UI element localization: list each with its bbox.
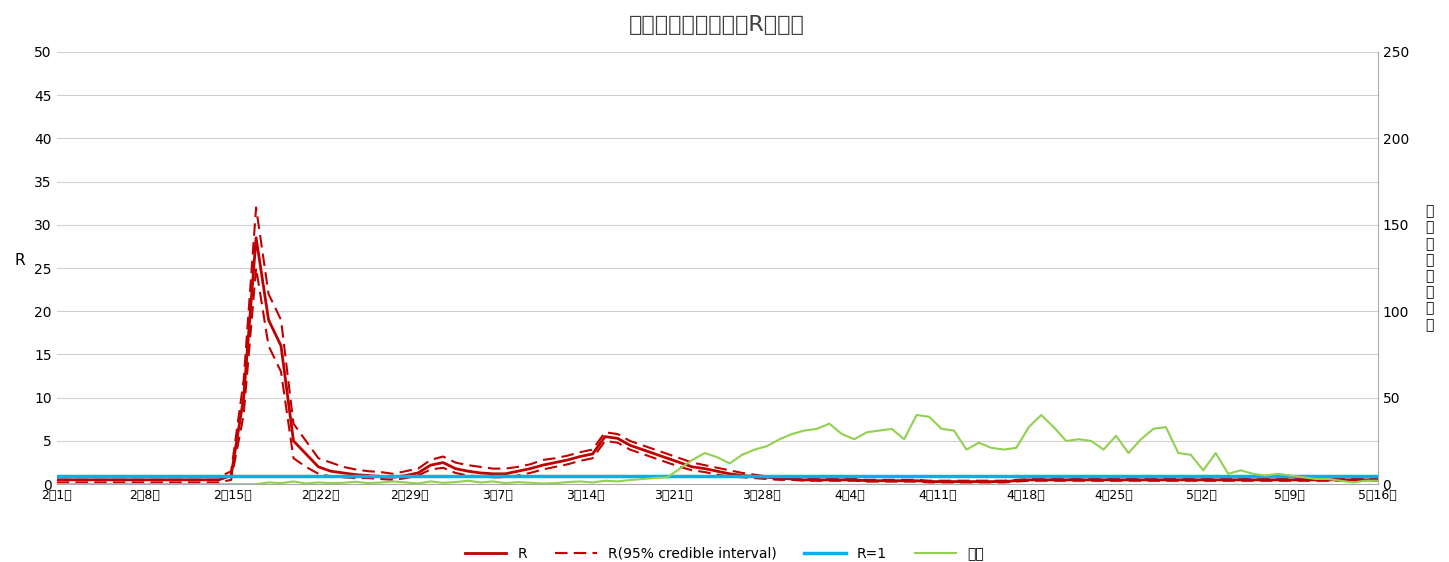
Y-axis label: R: R — [14, 253, 26, 268]
日別 — [1232, 467, 1249, 474]
Line: R: R — [57, 238, 1378, 482]
日別 — [1369, 477, 1387, 484]
R — [1132, 477, 1149, 483]
R=1 — [48, 472, 65, 479]
R(95% credible interval) — [1007, 477, 1024, 483]
R — [459, 468, 477, 474]
R(95% credible interval) — [1132, 475, 1149, 482]
日別 — [446, 479, 464, 486]
R(95% credible interval) — [1307, 475, 1324, 482]
R — [1007, 477, 1024, 484]
Title: 東京の実効再生産数Rの推移: 東京の実効再生産数Rの推移 — [629, 15, 806, 35]
日別 — [995, 446, 1013, 453]
Legend: R, R(95% credible interval), R=1, 日別: R, R(95% credible interval), R=1, 日別 — [459, 541, 990, 562]
Y-axis label: 日
ご
と
の
感
染
者
数: 日 ご と の 感 染 者 数 — [1426, 205, 1435, 332]
R(95% credible interval) — [920, 477, 938, 484]
日別 — [1058, 438, 1075, 445]
日別 — [909, 411, 926, 418]
R(95% credible interval) — [48, 474, 65, 481]
R — [1307, 477, 1324, 483]
R(95% credible interval) — [459, 462, 477, 469]
R(95% credible interval) — [1245, 475, 1262, 482]
Line: R(95% credible interval): R(95% credible interval) — [57, 207, 1378, 481]
R — [1369, 477, 1387, 483]
日別 — [1294, 474, 1311, 481]
R — [920, 478, 938, 485]
R — [1069, 477, 1087, 483]
R(95% credible interval) — [248, 204, 265, 211]
R=1 — [61, 472, 78, 479]
日別 — [48, 481, 65, 488]
R — [1245, 477, 1262, 483]
Line: 日別: 日別 — [57, 415, 1378, 484]
R — [48, 477, 65, 483]
日別 — [1120, 450, 1137, 456]
R(95% credible interval) — [1069, 475, 1087, 482]
R — [248, 234, 265, 241]
R(95% credible interval) — [1369, 475, 1387, 482]
